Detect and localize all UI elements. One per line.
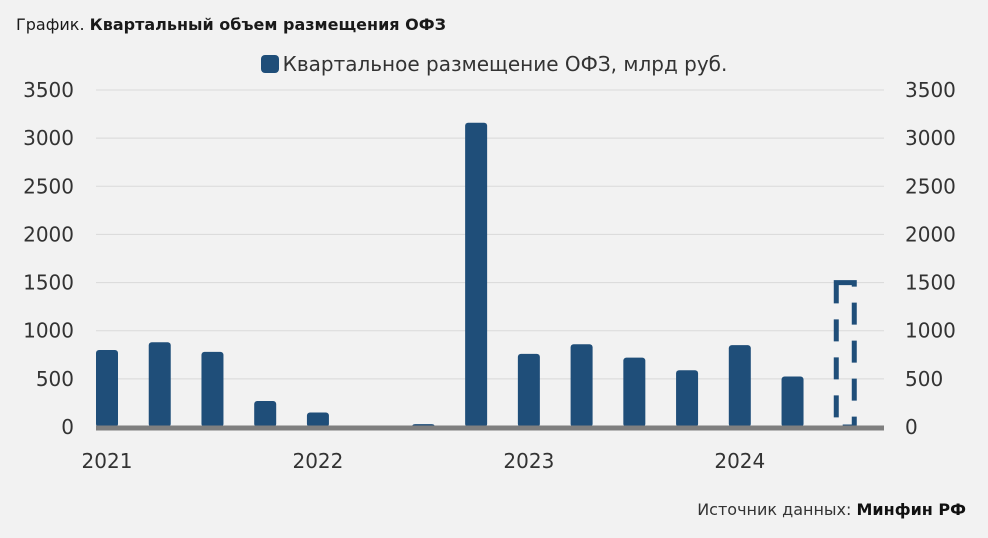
bar bbox=[676, 370, 699, 427]
y-tick-label-left: 0 bbox=[61, 415, 74, 439]
y-tick-label-left: 3500 bbox=[23, 78, 74, 102]
y-tick-label-right: 2000 bbox=[905, 222, 956, 246]
y-tick-label-left: 500 bbox=[36, 367, 74, 391]
legend-swatch bbox=[260, 55, 279, 73]
y-tick-label-right: 0 bbox=[905, 415, 918, 439]
y-tick-label-right: 2500 bbox=[905, 174, 956, 198]
bar bbox=[623, 357, 646, 427]
y-tick-label-left: 1500 bbox=[23, 271, 74, 295]
header-prefix: График. bbox=[16, 15, 85, 34]
y-tick-label-left: 3000 bbox=[23, 126, 74, 150]
bar bbox=[148, 342, 171, 427]
y-tick-label-right: 3500 bbox=[905, 78, 956, 102]
source-name: Минфин РФ bbox=[856, 500, 967, 519]
source-label: Источник данных: bbox=[697, 500, 852, 519]
y-tick-label-right: 1500 bbox=[905, 271, 956, 295]
bar bbox=[254, 401, 277, 427]
y-tick-label-right: 3000 bbox=[905, 126, 956, 150]
y-tick-label-left: 2500 bbox=[23, 174, 74, 198]
x-tick-label: 2021 bbox=[82, 449, 133, 473]
bar-projected bbox=[833, 280, 857, 430]
y-tick-label-left: 1000 bbox=[23, 319, 74, 343]
y-tick-label-right: 500 bbox=[905, 367, 943, 391]
y-tick-label-right: 1000 bbox=[905, 319, 956, 343]
bar bbox=[728, 345, 751, 427]
bar bbox=[570, 344, 593, 427]
x-tick-label: 2022 bbox=[292, 449, 343, 473]
bar bbox=[96, 349, 118, 427]
chart-legend: Квартальное размещение ОФЗ, млрд руб. bbox=[0, 52, 988, 76]
bar bbox=[306, 412, 329, 427]
x-tick-label: 2023 bbox=[503, 449, 554, 473]
bar bbox=[517, 353, 540, 427]
x-tick-label: 2024 bbox=[714, 449, 765, 473]
y-tick-label-left: 2000 bbox=[23, 222, 74, 246]
chart-header: График. Квартальный объем размещения ОФЗ bbox=[16, 14, 446, 36]
chart-footer: Источник данных: Минфин РФ bbox=[697, 500, 966, 519]
legend-label: Квартальное размещение ОФЗ, млрд руб. bbox=[282, 52, 728, 76]
bar bbox=[465, 122, 488, 427]
bar bbox=[201, 351, 224, 427]
bar bbox=[781, 376, 804, 427]
chart-title: Квартальный объем размещения ОФЗ bbox=[89, 15, 446, 34]
